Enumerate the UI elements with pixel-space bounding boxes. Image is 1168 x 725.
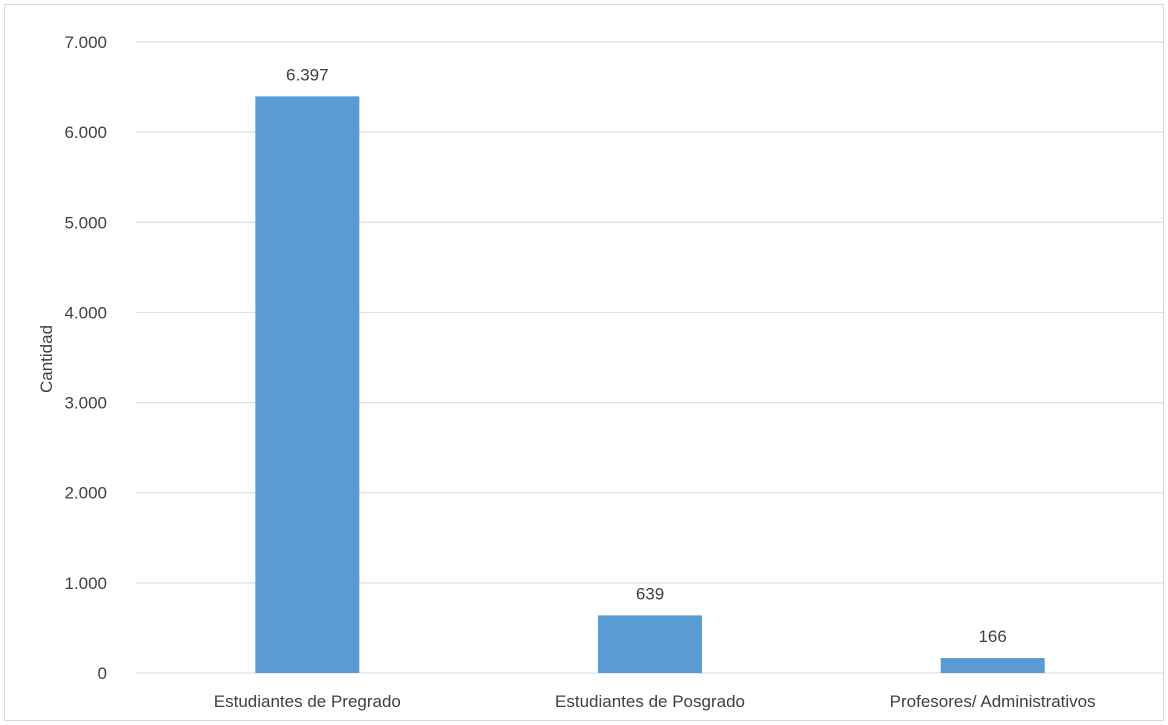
y-tick-label: 5.000 — [64, 213, 107, 232]
y-tick-label: 6.000 — [64, 123, 107, 142]
y-tick-label: 4.000 — [64, 303, 107, 322]
data-label: 6.397 — [286, 65, 329, 84]
y-tick-label: 2.000 — [64, 484, 107, 503]
y-tick-label: 7.000 — [64, 33, 107, 52]
x-category-label: Estudiantes de Pregrado — [214, 692, 401, 711]
x-category-label: Estudiantes de Posgrado — [555, 692, 745, 711]
data-labels: 6.397 639 166 — [286, 65, 1007, 646]
bar — [598, 615, 702, 673]
bars — [255, 96, 1045, 673]
chart-container: 0 1.000 2.000 3.000 4.000 5.000 6.000 7.000 6.3… — [4, 4, 1164, 721]
data-label: 639 — [636, 584, 664, 603]
bar-chart: 0 1.000 2.000 3.000 4.000 5.000 6.000 7.000 6.3… — [37, 33, 1163, 711]
x-axis-categories: Estudiantes de Pregrado Estudiantes de Po… — [214, 692, 1096, 711]
data-label: 166 — [978, 627, 1006, 646]
bar — [940, 658, 1045, 673]
y-tick-label: 3.000 — [64, 394, 107, 413]
x-category-label: Profesores/ Administrativos — [890, 692, 1096, 711]
bar — [255, 96, 360, 673]
y-tick-label: 0 — [98, 664, 107, 683]
y-axis-title: Cantidad — [37, 325, 56, 393]
y-tick-label: 1.000 — [64, 574, 107, 593]
y-axis-ticks: 0 1.000 2.000 3.000 4.000 5.000 6.000 7.000 — [64, 33, 107, 683]
